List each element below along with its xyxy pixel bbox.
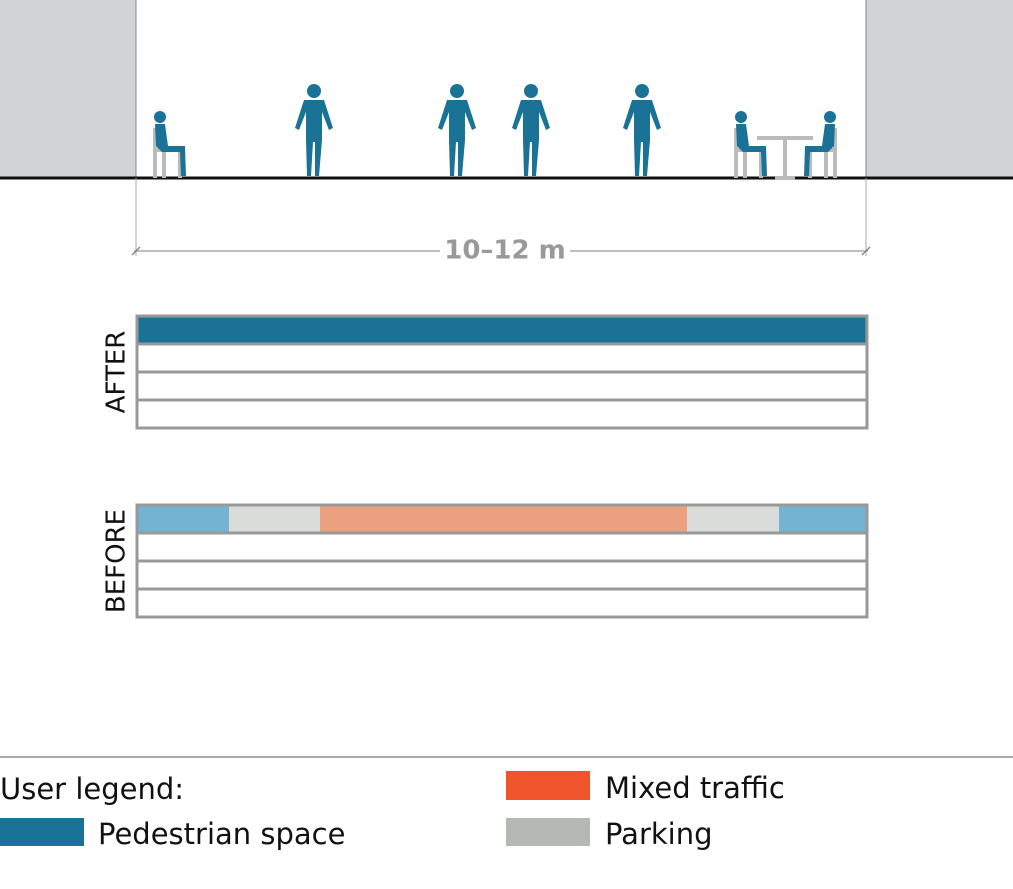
legend-swatch xyxy=(506,818,590,846)
legend-label: Pedestrian space xyxy=(98,817,345,851)
lane-parking xyxy=(229,505,320,533)
table xyxy=(757,136,813,180)
legend-swatch xyxy=(0,818,84,846)
lane-traffic xyxy=(320,505,687,533)
pedestrian xyxy=(438,84,476,176)
building xyxy=(866,0,1013,178)
lane-parking xyxy=(687,505,779,533)
building xyxy=(0,0,136,178)
lane-pedestrian xyxy=(135,314,869,346)
lane-empty xyxy=(135,587,869,619)
dimension-label: 10–12 m xyxy=(444,236,566,266)
lane-empty xyxy=(135,559,869,591)
lane-pedestrian xyxy=(779,505,867,533)
lane-empty xyxy=(135,398,869,430)
row-label: BEFORE xyxy=(102,509,132,613)
legend-label: Parking xyxy=(605,817,713,851)
row-label: AFTER xyxy=(102,331,132,414)
pedestrian xyxy=(623,84,661,176)
seated-person xyxy=(733,109,769,180)
pedestrian xyxy=(295,84,333,176)
dimension-tick xyxy=(861,246,871,256)
seated-person xyxy=(152,109,188,180)
legend-label: Mixed traffic xyxy=(605,771,785,805)
legend-swatch xyxy=(506,771,590,800)
lane-empty xyxy=(135,370,869,402)
dimension-tick xyxy=(131,246,141,256)
legend-title: User legend: xyxy=(0,772,184,806)
lane-empty xyxy=(135,531,869,563)
pedestrian xyxy=(512,84,550,176)
lane-empty xyxy=(135,342,869,374)
lane-pedestrian xyxy=(137,505,229,533)
seated-person xyxy=(802,109,838,180)
